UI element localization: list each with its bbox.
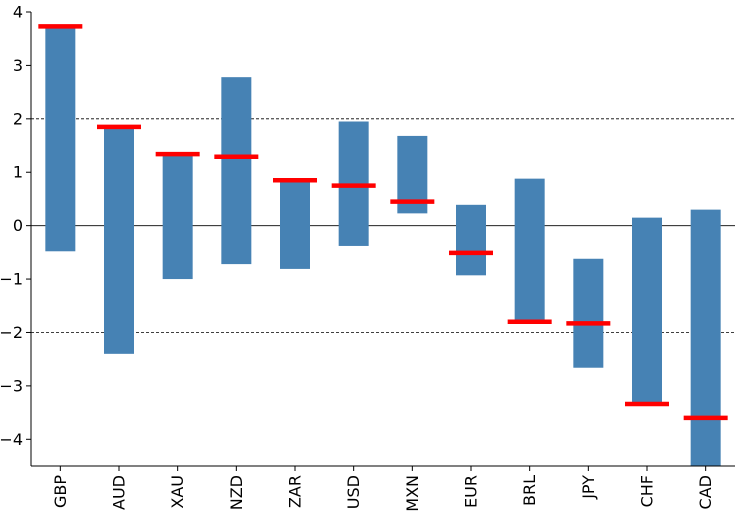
bar-chf xyxy=(632,217,662,406)
x-tick-label-usd: USD xyxy=(344,475,363,509)
y-tick-label: 2 xyxy=(13,109,23,128)
x-tick-label-nzd: NZD xyxy=(227,475,246,510)
bar-nzd xyxy=(221,77,252,265)
x-tick-label-eur: EUR xyxy=(462,475,481,508)
y-tick-label: −2 xyxy=(0,323,23,342)
y-tick-label: −3 xyxy=(0,376,23,395)
bar-zar xyxy=(280,180,310,269)
y-tick-label: 4 xyxy=(13,3,23,22)
bar-jpy xyxy=(573,258,604,368)
reference-lines xyxy=(31,118,735,333)
x-tick-label-gbp: GBP xyxy=(51,475,70,508)
x-tick-label-brl: BRL xyxy=(520,475,539,506)
x-axis-ticks: GBP AUD XAU NZD ZAR USD MXN EUR BRL JPY CHF CAD xyxy=(51,466,715,512)
y-tick-label: −4 xyxy=(0,430,23,449)
x-tick-label-aud: AUD xyxy=(110,475,129,510)
y-tick-label: −1 xyxy=(0,270,23,289)
x-tick-label-zar: ZAR xyxy=(286,475,305,508)
x-tick-label-mxn: MXN xyxy=(403,475,422,512)
y-axis-ticks: 4 3 2 1 0 −1 −2 −3 −4 xyxy=(0,3,31,449)
bar-brl xyxy=(514,178,545,323)
x-tick-label-cad: CAD xyxy=(696,475,715,509)
bar-xau xyxy=(162,153,193,280)
x-tick-label-jpy: JPY xyxy=(579,475,598,500)
bar-gbp xyxy=(45,25,76,252)
x-tick-label-chf: CHF xyxy=(638,475,657,507)
value-markers xyxy=(38,24,728,421)
bar-eur xyxy=(456,204,486,276)
range-bars xyxy=(45,25,721,466)
y-tick-label: 0 xyxy=(13,216,23,235)
bar-cad xyxy=(690,209,721,466)
y-tick-label: 1 xyxy=(13,163,23,182)
axes xyxy=(30,12,735,467)
y-tick-label: 3 xyxy=(13,56,23,75)
bar-aud xyxy=(104,126,134,354)
x-tick-label-xau: XAU xyxy=(168,475,187,509)
